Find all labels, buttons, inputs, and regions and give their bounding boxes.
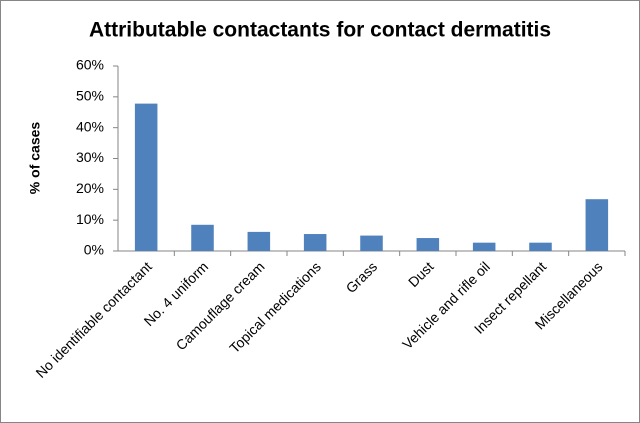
y-tick-label: 40% [76, 118, 104, 134]
bar [303, 234, 327, 251]
y-tick-label: 50% [76, 88, 104, 104]
bar [247, 231, 271, 251]
y-tick-label: 60% [76, 57, 104, 73]
bar [360, 235, 383, 251]
bar [585, 199, 609, 251]
y-tick-label: 30% [76, 149, 104, 165]
chart-title: Attributable contactants for contact der… [89, 19, 551, 42]
bar [416, 238, 440, 251]
y-tick-label: 0% [84, 242, 104, 258]
y-tick-label: 10% [76, 211, 104, 227]
bar [529, 242, 552, 251]
y-axis-title: % of cases [27, 122, 43, 195]
y-tick-label: 20% [76, 180, 104, 196]
bar [191, 224, 214, 251]
bar [134, 103, 158, 251]
bar [472, 242, 496, 251]
